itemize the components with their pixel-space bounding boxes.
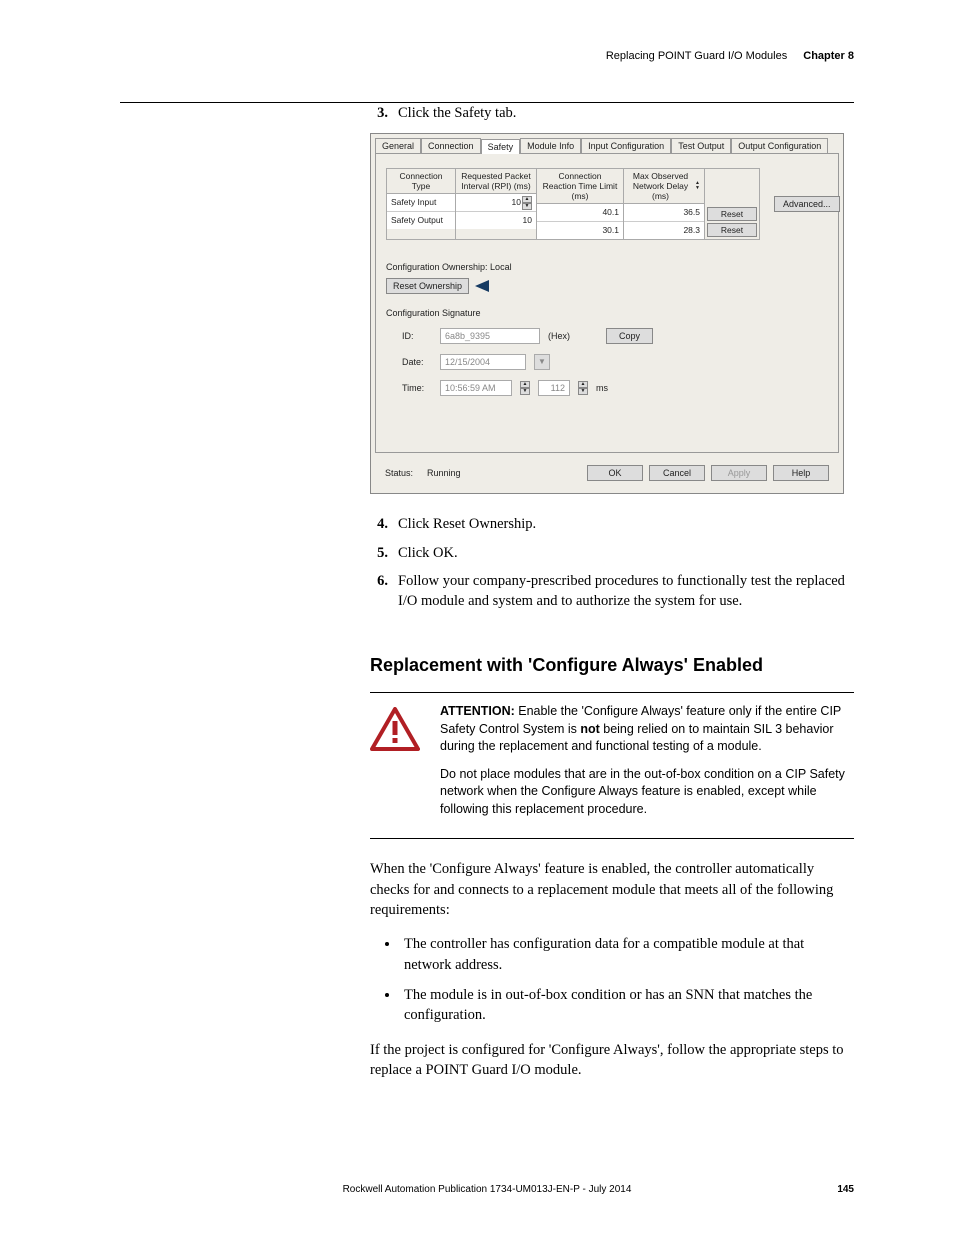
rpi-value-1: 10	[456, 212, 536, 229]
step-6: 6. Follow your company-prescribed proced…	[370, 571, 854, 612]
config-signature-heading: Configuration Signature	[386, 308, 828, 318]
step-number: 5.	[370, 543, 388, 563]
step-5: 5. Click OK.	[370, 543, 854, 563]
max-0: 36.5	[624, 204, 704, 222]
safety-tab-dialog: General Connection Safety Module Info In…	[370, 133, 844, 494]
ms-label: ms	[596, 383, 608, 393]
step-text: Follow your company-prescribed procedure…	[398, 571, 854, 612]
callout-arrow-icon	[475, 280, 489, 292]
para-closing: If the project is configured for 'Config…	[370, 1040, 854, 1081]
rpi-input-0[interactable]: 10 ▲▼	[456, 194, 536, 212]
tab-test-output[interactable]: Test Output	[671, 138, 731, 153]
rpi-value-0: 10	[512, 196, 521, 209]
date-label: Date:	[402, 357, 432, 367]
id-field: 6a8b_9395	[440, 328, 540, 344]
apply-button: Apply	[711, 465, 767, 481]
bullet-1: The controller has configuration data fo…	[400, 934, 854, 975]
time-spinner-icon[interactable]: ▲▼	[520, 381, 530, 395]
tab-strip: General Connection Safety Module Info In…	[371, 134, 843, 153]
step-number: 6.	[370, 571, 388, 612]
hex-label: (Hex)	[548, 331, 570, 341]
bullet-2: The module is in out-of-box condition or…	[400, 985, 854, 1026]
crtl-0: 40.1	[537, 204, 623, 222]
reset-button-1[interactable]: Reset	[707, 223, 757, 237]
page-footer: Rockwell Automation Publication 1734-UM0…	[120, 1184, 854, 1195]
attention-not: not	[580, 722, 599, 736]
status-label: Status:	[385, 468, 413, 478]
status-row: Status: Running OK Cancel Apply Help	[375, 457, 839, 489]
sort-icon[interactable]: ▲▼	[695, 181, 700, 191]
col-crtl: Connection Reaction Time Limit (ms)	[537, 169, 623, 204]
ownership-label: Configuration Ownership: Local	[386, 262, 828, 272]
step-number: 4.	[370, 514, 388, 534]
row-safety-input: Safety Input	[387, 194, 455, 212]
id-label: ID:	[402, 331, 432, 341]
help-button[interactable]: Help	[773, 465, 829, 481]
ownership-block: Configuration Ownership: Local Reset Own…	[386, 262, 828, 396]
attention-box: ATTENTION: Enable the 'Configure Always'…	[370, 692, 854, 839]
col-max-observed: Max Observed Network Delay (ms) ▲▼	[624, 169, 704, 204]
reset-column: Reset Reset	[705, 169, 759, 239]
col-rpi: Requested Packet Interval (RPI) (ms)	[456, 169, 536, 194]
max-1: 28.3	[624, 222, 704, 239]
time-field: 10:56:59 AM	[440, 380, 512, 396]
advanced-button[interactable]: Advanced...	[774, 196, 840, 212]
tab-module-info[interactable]: Module Info	[520, 138, 581, 153]
date-dropdown-icon[interactable]: ▼	[534, 354, 550, 370]
ok-button[interactable]: OK	[587, 465, 643, 481]
step-text: Click the Safety tab.	[398, 103, 854, 123]
attention-text: ATTENTION: Enable the 'Configure Always'…	[440, 703, 854, 828]
tab-body: Connection Type Safety Input Safety Outp…	[375, 153, 839, 453]
crtl-1: 30.1	[537, 222, 623, 239]
step-4: 4. Click Reset Ownership.	[370, 514, 854, 534]
step-text: Click Reset Ownership.	[398, 514, 854, 534]
ms-spinner-icon[interactable]: ▲▼	[578, 381, 588, 395]
connection-table: Connection Type Safety Input Safety Outp…	[386, 168, 760, 240]
tab-connection[interactable]: Connection	[421, 138, 481, 153]
step-text: Click OK.	[398, 543, 854, 563]
time-label: Time:	[402, 383, 432, 393]
chapter-label: Chapter 8	[803, 50, 854, 62]
tab-general[interactable]: General	[375, 138, 421, 153]
reset-ownership-button[interactable]: Reset Ownership	[386, 278, 469, 294]
copy-button[interactable]: Copy	[606, 328, 653, 344]
attention-label: ATTENTION:	[440, 704, 515, 718]
bullet-list: The controller has configuration data fo…	[370, 934, 854, 1025]
status-value: Running	[427, 468, 461, 478]
cancel-button[interactable]: Cancel	[649, 465, 705, 481]
max-obs-label: Max Observed Network Delay (ms)	[628, 171, 693, 201]
page-header: Replacing POINT Guard I/O Modules Chapte…	[120, 50, 854, 62]
col-conn-type: Connection Type	[387, 169, 455, 194]
page-number: 145	[837, 1184, 854, 1195]
tab-output-config[interactable]: Output Configuration	[731, 138, 828, 153]
tab-safety[interactable]: Safety	[481, 139, 521, 154]
row-safety-output: Safety Output	[387, 212, 455, 229]
date-field: 12/15/2004	[440, 354, 526, 370]
reset-button-0[interactable]: Reset	[707, 207, 757, 221]
attention-icon	[370, 703, 420, 828]
step-3: 3. Click the Safety tab.	[370, 103, 854, 123]
time-ms-field: 112	[538, 380, 570, 396]
publication-id: Rockwell Automation Publication 1734-UM0…	[343, 1184, 632, 1195]
para-intro: When the 'Configure Always' feature is e…	[370, 859, 854, 920]
step-number: 3.	[370, 103, 388, 123]
spinner-icon[interactable]: ▲▼	[522, 196, 532, 210]
tab-input-config[interactable]: Input Configuration	[581, 138, 671, 153]
section-heading: Replacement with 'Configure Always' Enab…	[370, 655, 854, 676]
attention-p2: Do not place modules that are in the out…	[440, 766, 854, 819]
header-title: Replacing POINT Guard I/O Modules	[606, 50, 787, 62]
